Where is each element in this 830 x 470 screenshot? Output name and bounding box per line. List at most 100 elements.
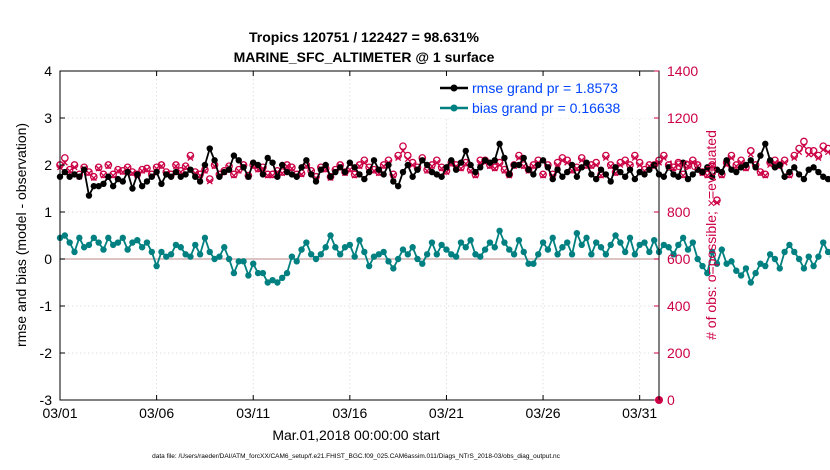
- data-point: [621, 248, 629, 256]
- data-point: [694, 255, 701, 263]
- obs-evaluated-point: [805, 151, 812, 158]
- obs-evaluated-point: [85, 170, 93, 177]
- data-point: [153, 262, 160, 270]
- data-point: [496, 140, 503, 148]
- data-point: [90, 182, 98, 190]
- obs-evaluated-point: [235, 167, 242, 174]
- data-point: [501, 154, 508, 162]
- data-point: [771, 164, 779, 171]
- data-point: [757, 152, 764, 159]
- data-point: [322, 244, 329, 251]
- legend-bias-label: bias grand pr = 0.16638: [472, 100, 620, 116]
- data-point: [795, 171, 803, 178]
- data-point: [510, 161, 518, 169]
- data-point: [824, 175, 830, 183]
- obs-evaluated-point: [554, 161, 561, 169]
- obs-evaluated-point: [636, 161, 643, 169]
- obs-evaluated-point: [810, 151, 817, 158]
- data-point: [525, 260, 532, 267]
- data-point: [327, 173, 334, 180]
- data-point: [124, 168, 131, 176]
- data-point: [414, 166, 421, 173]
- data-point: [573, 229, 581, 237]
- data-point: [491, 157, 498, 164]
- data-point: [307, 251, 315, 258]
- data-point: [704, 164, 711, 171]
- data-point: [448, 157, 455, 164]
- data-point: [119, 234, 126, 242]
- data-point: [269, 159, 276, 166]
- data-point: [646, 248, 653, 256]
- obs-evaluated-point: [684, 163, 692, 170]
- obs-evaluated-point: [602, 154, 609, 162]
- data-point: [520, 154, 527, 162]
- obs-evaluated-point: [95, 165, 102, 172]
- data-point: [225, 255, 233, 263]
- data-point: [100, 246, 107, 253]
- data-point: [626, 166, 634, 173]
- data-point: [370, 157, 378, 164]
- data-point: [206, 248, 213, 256]
- data-point: [723, 260, 730, 267]
- data-point: [240, 258, 247, 265]
- x-tick-label: 03/11: [236, 405, 270, 421]
- data-point: [733, 168, 740, 176]
- data-point: [820, 239, 827, 246]
- data-point: [114, 239, 122, 246]
- data-point: [356, 237, 363, 244]
- data-point: [597, 166, 605, 173]
- data-point: [196, 178, 204, 185]
- data-point: [646, 166, 653, 173]
- data-point: [448, 251, 455, 258]
- data-point: [467, 237, 474, 244]
- data-point: [264, 154, 271, 162]
- data-point: [452, 253, 460, 260]
- data-point: [733, 267, 740, 274]
- data-point: [351, 253, 358, 260]
- data-point: [481, 246, 489, 253]
- data-point: [399, 246, 407, 253]
- data-point: [341, 168, 349, 176]
- data-point: [752, 164, 759, 171]
- data-point: [428, 168, 436, 176]
- data-point: [820, 173, 827, 180]
- data-point: [660, 241, 668, 249]
- data-point: [506, 171, 513, 178]
- data-point: [583, 234, 590, 242]
- data-point: [245, 173, 252, 180]
- obs-evaluated-point: [689, 159, 696, 166]
- obs-evaluated-point: [139, 167, 146, 174]
- series-1: [56, 227, 830, 286]
- data-point: [216, 253, 223, 260]
- data-point: [365, 262, 373, 270]
- data-point: [462, 244, 469, 251]
- legend-bias-marker: [450, 104, 458, 112]
- data-point: [336, 251, 344, 258]
- data-point: [240, 164, 247, 171]
- data-point: [109, 241, 117, 249]
- data-point: [332, 168, 339, 176]
- data-point: [134, 171, 141, 178]
- data-point: [283, 269, 291, 277]
- data-point: [641, 171, 648, 178]
- obs-evaluated-point: [820, 146, 827, 153]
- data-point: [530, 260, 537, 267]
- y-tick-label: -1: [40, 298, 53, 314]
- legend-box: [434, 76, 654, 118]
- data-point: [370, 253, 378, 260]
- data-point: [757, 260, 764, 267]
- data-point: [607, 241, 614, 249]
- obs-evaluated-point: [515, 154, 522, 162]
- data-point: [114, 175, 122, 183]
- data-point: [414, 255, 421, 263]
- data-point: [385, 161, 392, 169]
- data-point: [105, 173, 112, 180]
- obs-evaluated-point: [622, 159, 629, 166]
- data-point: [404, 161, 412, 169]
- data-point: [452, 166, 460, 173]
- data-point: [670, 171, 677, 178]
- data-point: [201, 234, 209, 242]
- x-axis-label: Mar.01,2018 00:00:00 start: [272, 427, 439, 443]
- data-point: [419, 157, 426, 164]
- obs-evaluated-point: [540, 172, 547, 179]
